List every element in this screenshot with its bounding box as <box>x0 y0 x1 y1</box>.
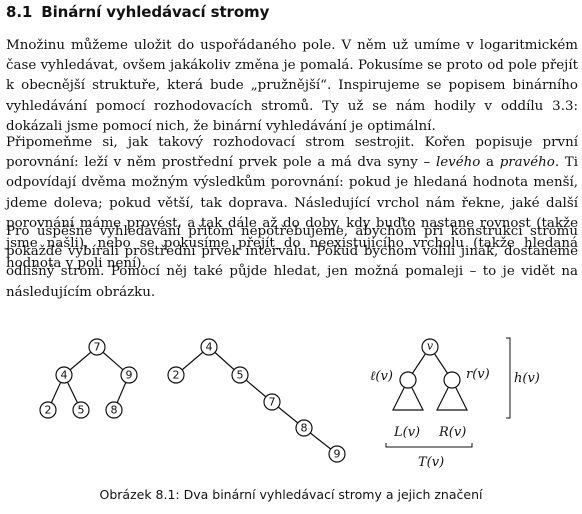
tree-node-left <box>399 371 417 389</box>
tree-node: 7 <box>88 338 106 356</box>
tree-node-right <box>443 371 461 389</box>
paragraph-1: Množinu můžeme uložit do uspořádaného po… <box>6 38 578 134</box>
section-number: 8.1 <box>6 3 33 21</box>
tree-node: 9 <box>120 366 138 384</box>
tree-node: 8 <box>105 401 123 419</box>
tree-degenerate: 4 2 5 7 8 9 <box>167 338 346 463</box>
subtree-triangle <box>392 378 424 411</box>
tree-node: 7 <box>263 393 281 411</box>
tree-node: 4 <box>200 338 218 356</box>
figure-caption: Obrázek 8.1: Dva binární vyhledávací str… <box>99 487 483 502</box>
label-right-child: r(v) <box>466 367 490 382</box>
svg-text:5: 5 <box>237 369 244 382</box>
brace-bottom <box>385 443 473 448</box>
svg-text:4: 4 <box>61 369 68 382</box>
subtree-triangle <box>436 378 468 411</box>
tree-node: 4 <box>55 366 73 384</box>
svg-text:7: 7 <box>269 396 276 409</box>
svg-text:v: v <box>427 340 434 353</box>
label-left-subtree: L(v) <box>393 425 420 440</box>
tree-node: 5 <box>231 366 249 384</box>
label-height: h(v) <box>514 371 540 386</box>
svg-text:9: 9 <box>126 369 133 382</box>
svg-text:8: 8 <box>111 404 118 417</box>
tree-node: 2 <box>167 366 185 384</box>
tree-node: 5 <box>72 401 90 419</box>
tree-node: 2 <box>39 401 57 419</box>
svg-text:2: 2 <box>45 404 52 417</box>
tree-node-v: v <box>421 338 439 356</box>
word-right: pravého <box>499 155 555 171</box>
section-title: Binární vyhledávací stromy <box>41 3 270 21</box>
paragraph-2-conj: a <box>480 155 500 171</box>
tree-node: 9 <box>328 445 346 463</box>
paragraph-2: Připomeňme si, jak takový rozhodovací st… <box>6 133 578 274</box>
word-left: levého <box>435 155 481 171</box>
label-right-subtree: R(v) <box>438 425 466 440</box>
brace-height <box>506 337 511 419</box>
svg-text:7: 7 <box>94 341 101 354</box>
svg-text:2: 2 <box>173 369 180 382</box>
svg-text:5: 5 <box>78 404 85 417</box>
svg-text:9: 9 <box>334 448 341 461</box>
svg-text:8: 8 <box>301 422 308 435</box>
tree-node: 8 <box>295 419 313 437</box>
paragraph-2-part-b: . Ti odpovídají dvěma možným výsledkům p… <box>6 155 579 272</box>
section-heading: 8.1 Binární vyhledávací stromy <box>6 3 269 21</box>
label-tree: T(v) <box>418 455 444 470</box>
svg-text:4: 4 <box>206 341 213 354</box>
tree-balanced: 7 4 9 2 5 8 <box>39 338 138 419</box>
paragraph-3: Pro úspěšné vyhledávání přitom nepotřebu… <box>6 224 578 300</box>
tree-notation: v ℓ(v) r(v) L(v) R(v) T(v) h(v) <box>370 337 540 470</box>
label-left-child: ℓ(v) <box>370 369 393 384</box>
paragraph-2-part-a: Připomeňme si, jak takový rozhodovací st… <box>6 135 578 171</box>
